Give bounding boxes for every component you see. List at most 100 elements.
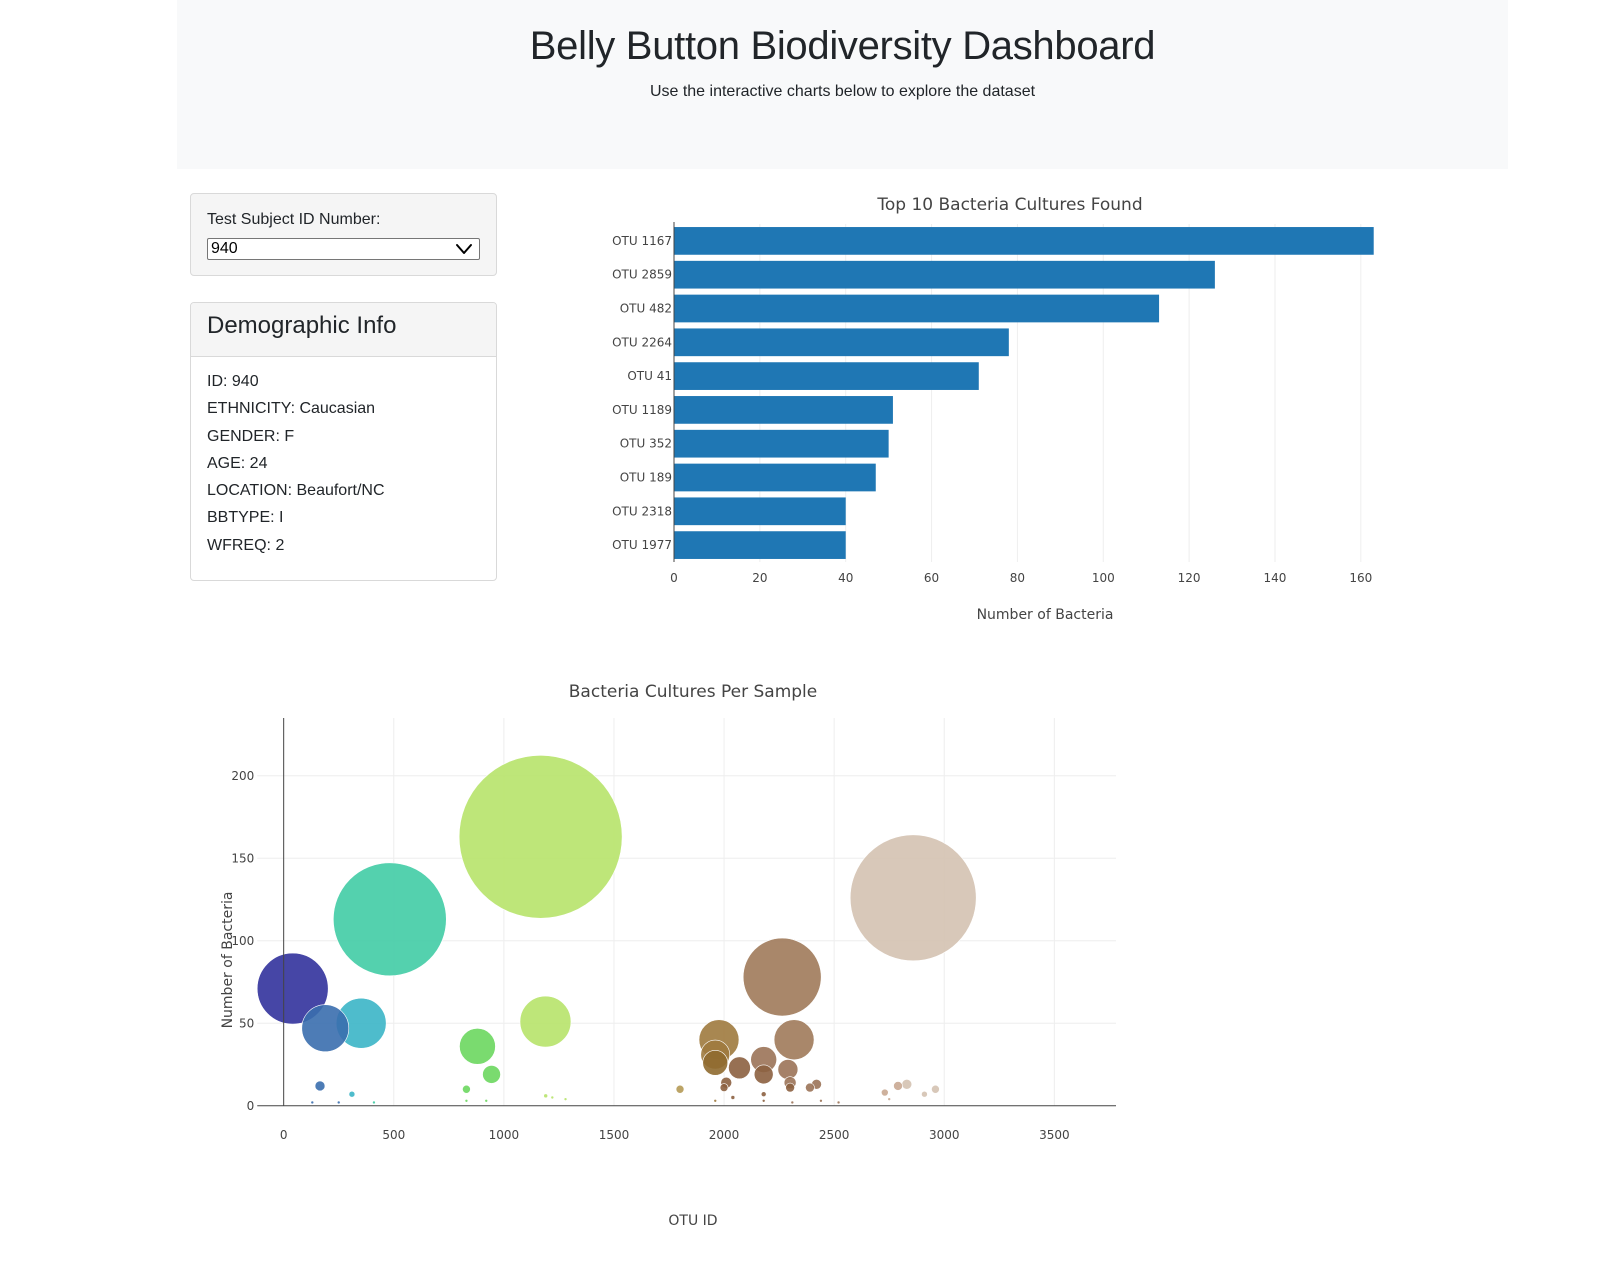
- bar[interactable]: [674, 396, 893, 424]
- header-jumbotron: Belly Button Biodiversity Dashboard Use …: [177, 0, 1508, 169]
- bubble-chart-title: Bacteria Cultures Per Sample: [569, 682, 817, 702]
- bar-category-label: OTU 1977: [612, 538, 672, 552]
- demographic-info-title: Demographic Info: [207, 312, 397, 339]
- bar-category-label: OTU 41: [627, 369, 672, 383]
- bubble-point[interactable]: [459, 1028, 496, 1065]
- bar[interactable]: [674, 227, 1374, 255]
- bubble-point[interactable]: [458, 755, 623, 919]
- bubble-point[interactable]: [256, 952, 329, 1025]
- bubble-point[interactable]: [753, 1064, 774, 1085]
- bar[interactable]: [674, 294, 1160, 323]
- bubble-point[interactable]: [785, 1082, 795, 1093]
- bubble-point[interactable]: [728, 1056, 751, 1080]
- bar[interactable]: [674, 328, 1009, 357]
- page-subtitle: Use the interactive charts below to expl…: [649, 83, 1036, 100]
- bar-x-tick-label: 0: [670, 571, 678, 585]
- bubble-x-tick-label: 1500: [599, 1128, 630, 1142]
- bubble-point[interactable]: [482, 1065, 501, 1084]
- bubble-point[interactable]: [336, 1100, 341, 1105]
- bubble-point[interactable]: [372, 1100, 376, 1105]
- bubble-point[interactable]: [887, 1097, 892, 1101]
- bar-category-label: OTU 2318: [612, 504, 672, 518]
- bar[interactable]: [674, 429, 889, 458]
- bubble-point[interactable]: [314, 1080, 326, 1092]
- bar[interactable]: [674, 497, 846, 526]
- bar-x-tick-label: 20: [752, 571, 767, 585]
- bubble-point[interactable]: [310, 1100, 315, 1105]
- bubble-chart[interactable]: Bacteria Cultures Per Sample OTU ID Numb…: [200, 660, 1160, 1240]
- bubble-y-tick-label: 200: [231, 769, 254, 783]
- bubble-point[interactable]: [773, 1019, 815, 1061]
- bubble-y-tick-label: 150: [231, 851, 254, 865]
- bubble-point[interactable]: [563, 1097, 568, 1101]
- bubble-point[interactable]: [760, 1091, 767, 1098]
- bubble-point[interactable]: [713, 1098, 718, 1103]
- bar[interactable]: [674, 463, 876, 492]
- bar-x-tick-label: 100: [1092, 571, 1115, 585]
- bubble-point[interactable]: [348, 1090, 356, 1098]
- bar-category-label: OTU 2264: [612, 335, 672, 349]
- bubble-point[interactable]: [333, 862, 447, 977]
- bubble-point[interactable]: [543, 1093, 549, 1099]
- chevron-down-icon: [456, 244, 472, 254]
- bubble-point[interactable]: [921, 1090, 928, 1098]
- bubble-y-tick-label: 50: [239, 1016, 254, 1030]
- bubble-point[interactable]: [931, 1084, 940, 1094]
- bubble-point[interactable]: [836, 1100, 841, 1105]
- bubble-point[interactable]: [849, 834, 977, 962]
- bubble-point[interactable]: [550, 1095, 555, 1100]
- demographic-info-panel: Demographic Info ID: 940 ETHNICITY: Cauc…: [190, 302, 497, 581]
- bubble-point[interactable]: [730, 1095, 736, 1100]
- bar-x-tick-label: 40: [838, 571, 853, 585]
- subject-id-label: Test Subject ID Number:: [207, 211, 381, 228]
- bubble-point[interactable]: [901, 1078, 913, 1090]
- bar-x-tick-label: 80: [1010, 571, 1025, 585]
- bubble-point[interactable]: [675, 1084, 685, 1094]
- top10-bar-chart[interactable]: Top 10 Bacteria Cultures Found Number of…: [560, 180, 1420, 640]
- bar-category-label: OTU 352: [620, 437, 672, 451]
- bar-chart-xlabel: Number of Bacteria: [977, 607, 1114, 623]
- bubble-point[interactable]: [484, 1098, 489, 1103]
- bubble-point[interactable]: [742, 937, 822, 1017]
- bar-category-label: OTU 1189: [612, 403, 672, 417]
- demographic-info-heading: Demographic Info: [191, 303, 496, 357]
- bubble-point[interactable]: [893, 1081, 903, 1091]
- bubble-y-tick-label: 0: [247, 1099, 255, 1113]
- bubble-point[interactable]: [790, 1100, 795, 1105]
- bubble-point[interactable]: [819, 1098, 823, 1103]
- meta-bbtype: BBTYPE: I: [207, 509, 284, 527]
- bar[interactable]: [674, 362, 979, 390]
- meta-location: LOCATION: Beaufort/NC: [207, 482, 385, 500]
- bar[interactable]: [674, 260, 1215, 289]
- bar-x-tick-label: 140: [1264, 571, 1287, 585]
- demographic-info-body: ID: 940 ETHNICITY: Caucasian GENDER: F A…: [207, 372, 385, 563]
- bubble-point[interactable]: [702, 1050, 729, 1076]
- bubble-point[interactable]: [805, 1082, 815, 1093]
- bubble-point[interactable]: [464, 1098, 469, 1103]
- bar-category-label: OTU 1167: [612, 234, 672, 248]
- bubble-x-tick-label: 3000: [929, 1128, 960, 1142]
- meta-age: AGE: 24: [207, 454, 268, 472]
- bubble-x-tick-label: 1000: [489, 1128, 520, 1142]
- bar-x-tick-label: 120: [1178, 571, 1201, 585]
- subject-id-select[interactable]: 940: [207, 238, 480, 260]
- bar-category-label: OTU 482: [620, 302, 672, 316]
- bubble-point[interactable]: [462, 1084, 471, 1094]
- bubble-x-tick-label: 0: [280, 1128, 288, 1142]
- bubble-point[interactable]: [761, 1098, 766, 1103]
- meta-id: ID: 940: [207, 373, 259, 390]
- meta-ethnicity: ETHNICITY: Caucasian: [207, 400, 376, 418]
- bubble-point[interactable]: [880, 1088, 889, 1097]
- bar[interactable]: [674, 531, 846, 559]
- bar-chart-title: Top 10 Bacteria Cultures Found: [876, 195, 1142, 215]
- bubble-x-tick-label: 2000: [709, 1128, 740, 1142]
- bar-category-label: OTU 189: [620, 471, 672, 485]
- bubble-x-tick-label: 500: [382, 1128, 405, 1142]
- bubble-point[interactable]: [301, 1004, 350, 1053]
- bar-x-tick-label: 160: [1349, 571, 1372, 585]
- bubble-y-tick-label: 100: [231, 934, 254, 948]
- meta-wfreq: WFREQ: 2: [207, 536, 285, 554]
- bubble-point[interactable]: [777, 1059, 799, 1080]
- bubble-point[interactable]: [519, 995, 572, 1048]
- bubble-point[interactable]: [719, 1083, 729, 1092]
